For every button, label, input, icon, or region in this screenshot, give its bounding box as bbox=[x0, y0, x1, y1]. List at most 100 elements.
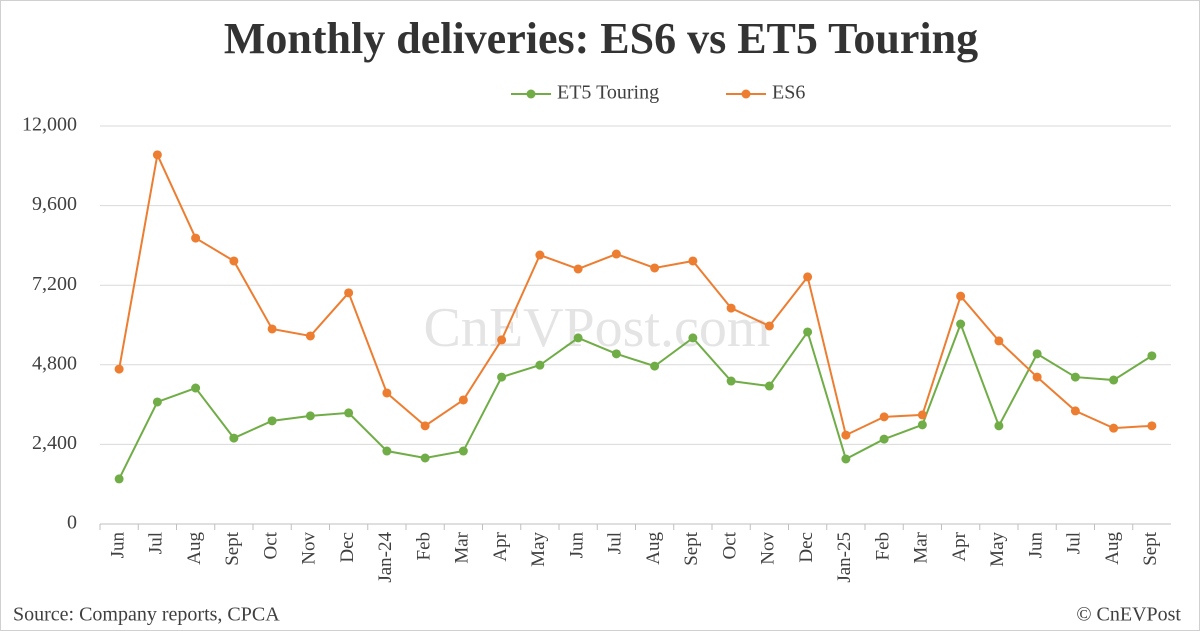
point bbox=[305, 411, 315, 421]
y-tick-label: 9,600 bbox=[32, 193, 77, 215]
x-tick-label: Jul bbox=[146, 532, 167, 554]
point bbox=[1109, 375, 1119, 385]
x-tick-label: Apr bbox=[949, 531, 970, 561]
x-tick-label: Nov bbox=[758, 532, 779, 565]
point bbox=[1032, 349, 1042, 359]
x-tick-label: Dec bbox=[337, 532, 358, 563]
point bbox=[420, 453, 430, 463]
x-tick-label: May bbox=[528, 532, 549, 567]
point bbox=[420, 421, 430, 431]
x-tick-label: Sept bbox=[1140, 531, 1161, 566]
x-tick-label: Aug bbox=[184, 532, 205, 565]
point bbox=[803, 272, 813, 282]
point bbox=[841, 454, 851, 464]
point bbox=[688, 256, 698, 266]
legend-marker bbox=[526, 89, 536, 99]
chart-title: Monthly deliveries: ES6 vs ET5 Touring bbox=[224, 14, 978, 63]
x-tick-label: Mar bbox=[452, 531, 473, 563]
point bbox=[573, 333, 583, 343]
x-tick-label: Jan-25 bbox=[834, 532, 855, 583]
legend-label: ES6 bbox=[772, 82, 805, 104]
credit: © CnEVPost bbox=[1076, 604, 1181, 626]
x-tick-label: Jan-24 bbox=[375, 532, 396, 583]
point bbox=[191, 233, 201, 243]
point bbox=[152, 397, 162, 407]
x-tick-label: Dec bbox=[796, 532, 817, 563]
x-tick-label: May bbox=[987, 532, 1008, 567]
series-line bbox=[118, 321, 1153, 480]
x-tick-label: Nov bbox=[299, 532, 320, 565]
x-tick-label: Feb bbox=[872, 532, 893, 561]
x-tick-label: Mar bbox=[911, 531, 932, 563]
x-tick-label: Apr bbox=[490, 531, 511, 561]
point bbox=[879, 412, 889, 422]
y-tick-label: 2,400 bbox=[32, 432, 77, 454]
x-tick-label: Sept bbox=[222, 531, 243, 566]
source: Source: Company reports, CPCA bbox=[13, 604, 280, 626]
point bbox=[573, 264, 583, 274]
point bbox=[191, 383, 201, 393]
point bbox=[611, 349, 621, 359]
x-tick-label: Aug bbox=[643, 532, 664, 565]
point bbox=[956, 291, 966, 301]
point bbox=[1032, 372, 1042, 382]
x-tick-label: Feb bbox=[413, 532, 434, 561]
point bbox=[841, 430, 851, 440]
point bbox=[229, 433, 239, 443]
point bbox=[344, 288, 354, 298]
x-tick-label: Oct bbox=[260, 531, 281, 559]
y-tick-label: 0 bbox=[67, 512, 77, 534]
point bbox=[917, 420, 927, 430]
x-tick-label: Jun bbox=[107, 532, 128, 559]
point bbox=[497, 335, 507, 345]
point bbox=[458, 395, 468, 405]
series-line bbox=[118, 151, 1152, 437]
point bbox=[535, 250, 545, 260]
y-tick-label: 4,800 bbox=[32, 352, 77, 374]
point bbox=[726, 376, 736, 386]
y-tick-label: 12,000 bbox=[22, 114, 77, 136]
x-tick-label: Jul bbox=[605, 532, 626, 554]
point bbox=[152, 150, 162, 160]
y-tick-label: 7,200 bbox=[32, 273, 77, 295]
point bbox=[1147, 421, 1157, 431]
legend-marker bbox=[741, 89, 751, 99]
point bbox=[458, 446, 468, 456]
point bbox=[1070, 372, 1080, 382]
point bbox=[917, 410, 927, 420]
point bbox=[535, 360, 545, 370]
point bbox=[1109, 423, 1119, 433]
point bbox=[344, 408, 354, 418]
x-tick-label: Aug bbox=[1102, 532, 1123, 565]
point bbox=[726, 303, 736, 313]
point bbox=[688, 333, 698, 343]
point bbox=[764, 381, 774, 391]
point bbox=[611, 249, 621, 259]
point bbox=[803, 327, 813, 337]
point bbox=[650, 361, 660, 371]
point bbox=[305, 331, 315, 341]
watermark: CnEVPost.com bbox=[424, 297, 771, 359]
point bbox=[764, 321, 774, 331]
point bbox=[382, 446, 392, 456]
x-tick-label: Jun bbox=[566, 532, 587, 559]
point bbox=[497, 372, 507, 382]
point bbox=[267, 416, 277, 426]
x-tick-label: Jun bbox=[1025, 532, 1046, 559]
point bbox=[114, 364, 124, 374]
x-tick-label: Jul bbox=[1064, 532, 1085, 554]
x-tick-label: Sept bbox=[681, 531, 702, 566]
point bbox=[879, 434, 889, 444]
x-tick-label: Oct bbox=[719, 531, 740, 559]
point bbox=[229, 256, 239, 266]
point bbox=[1147, 351, 1157, 361]
point bbox=[267, 324, 277, 334]
point bbox=[382, 388, 392, 398]
point bbox=[994, 421, 1004, 431]
point bbox=[956, 319, 966, 329]
point bbox=[650, 263, 660, 273]
point bbox=[994, 336, 1004, 346]
point bbox=[114, 474, 124, 484]
point bbox=[1070, 406, 1080, 416]
